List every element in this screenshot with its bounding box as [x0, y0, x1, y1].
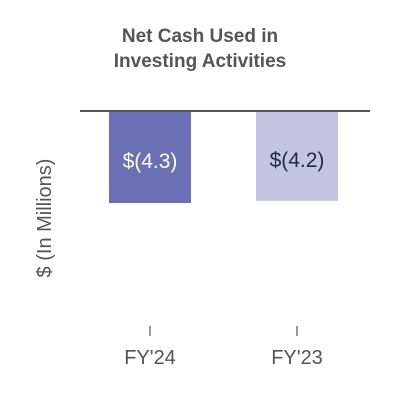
chart-title-line-1: Net Cash Used in — [121, 26, 279, 47]
x-tick-label-0: FY'24 — [124, 347, 176, 369]
bar-0 — [109, 111, 191, 204]
chart-title: Net Cash Used in Investing Activities — [0, 24, 400, 74]
y-axis-label: $ (In Millions) — [34, 159, 56, 278]
bar-1 — [256, 111, 338, 201]
chart-title-line-2: Investing Activities — [113, 51, 287, 72]
data-label-0: $(4.3) — [123, 150, 178, 173]
data-label-1: $(4.2) — [270, 149, 325, 172]
x-tick-label-1: FY'23 — [271, 347, 323, 369]
